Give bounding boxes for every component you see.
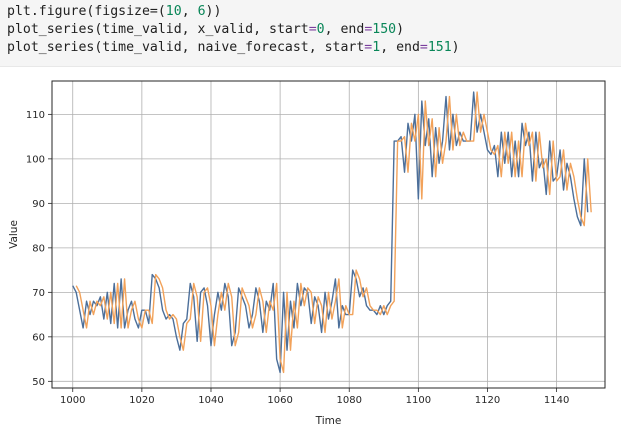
code-token: 1: [372, 40, 381, 55]
series-line-1: [72, 91, 589, 374]
code-token: 0: [316, 22, 325, 37]
y-tick-label: 70: [32, 288, 45, 299]
code-line-3: plot_series(time_valid, naive_forecast, …: [7, 39, 460, 57]
x-tick-label: 1020: [129, 395, 154, 406]
code-token: plt.figure(figsize=(: [7, 4, 166, 19]
code-token: plot_series(time_valid, naive_forecast, …: [7, 40, 365, 55]
code-line-2: plot_series(time_valid, x_valid, start=0…: [7, 21, 404, 39]
code-token: , end: [324, 22, 365, 37]
code-token: 10: [165, 4, 182, 19]
code-token: ): [396, 22, 405, 37]
chart-series: [72, 91, 592, 374]
y-axis-label: Value: [8, 220, 20, 249]
x-axis-label: Time: [315, 415, 342, 427]
y-tick-label: 80: [32, 243, 45, 254]
plot-frame: [51, 80, 606, 389]
x-tick-label: 1100: [406, 395, 431, 406]
code-token: ,: [181, 4, 198, 19]
x-tick-label: 1040: [198, 395, 223, 406]
code-token: =: [308, 22, 317, 37]
code-token: =: [364, 40, 373, 55]
line-chart: 1000 1020 1040 1060 1080 1100 1120 1140 50 60 70 8…: [8, 80, 606, 427]
y-tick-label: 50: [32, 377, 45, 388]
x-tick-label: 1120: [475, 395, 500, 406]
code-token: ): [451, 40, 460, 55]
y-tick-label: 90: [32, 199, 45, 210]
code-token: , end: [380, 40, 420, 55]
y-tick-label: 110: [26, 110, 45, 121]
code-cell[interactable]: plt.figure(figsize=(10, 6)) plot_series(…: [0, 0, 621, 67]
code-token: 6: [197, 4, 206, 19]
code-line-1: plt.figure(figsize=(10, 6)): [7, 3, 221, 21]
code-token: 151: [427, 40, 452, 55]
y-tick-label: 60: [32, 332, 45, 343]
x-tick-label: 1000: [60, 395, 85, 406]
code-token: )): [205, 4, 222, 19]
x-tick-label: 1060: [267, 395, 292, 406]
code-token: 150: [372, 22, 397, 37]
y-tick-label: 100: [26, 154, 45, 165]
x-axis-ticks: 1000 1020 1040 1060 1080 1100 1120 1140: [60, 388, 569, 406]
code-token: =: [364, 22, 373, 37]
series-line-2: [75, 91, 592, 374]
x-tick-label: 1080: [337, 395, 362, 406]
y-axis-ticks: 50 60 70 80 90 100 110: [26, 110, 52, 388]
x-tick-label: 1140: [544, 395, 569, 406]
code-token: plot_series(time_valid, x_valid, start: [7, 22, 309, 37]
code-token: =: [419, 40, 428, 55]
